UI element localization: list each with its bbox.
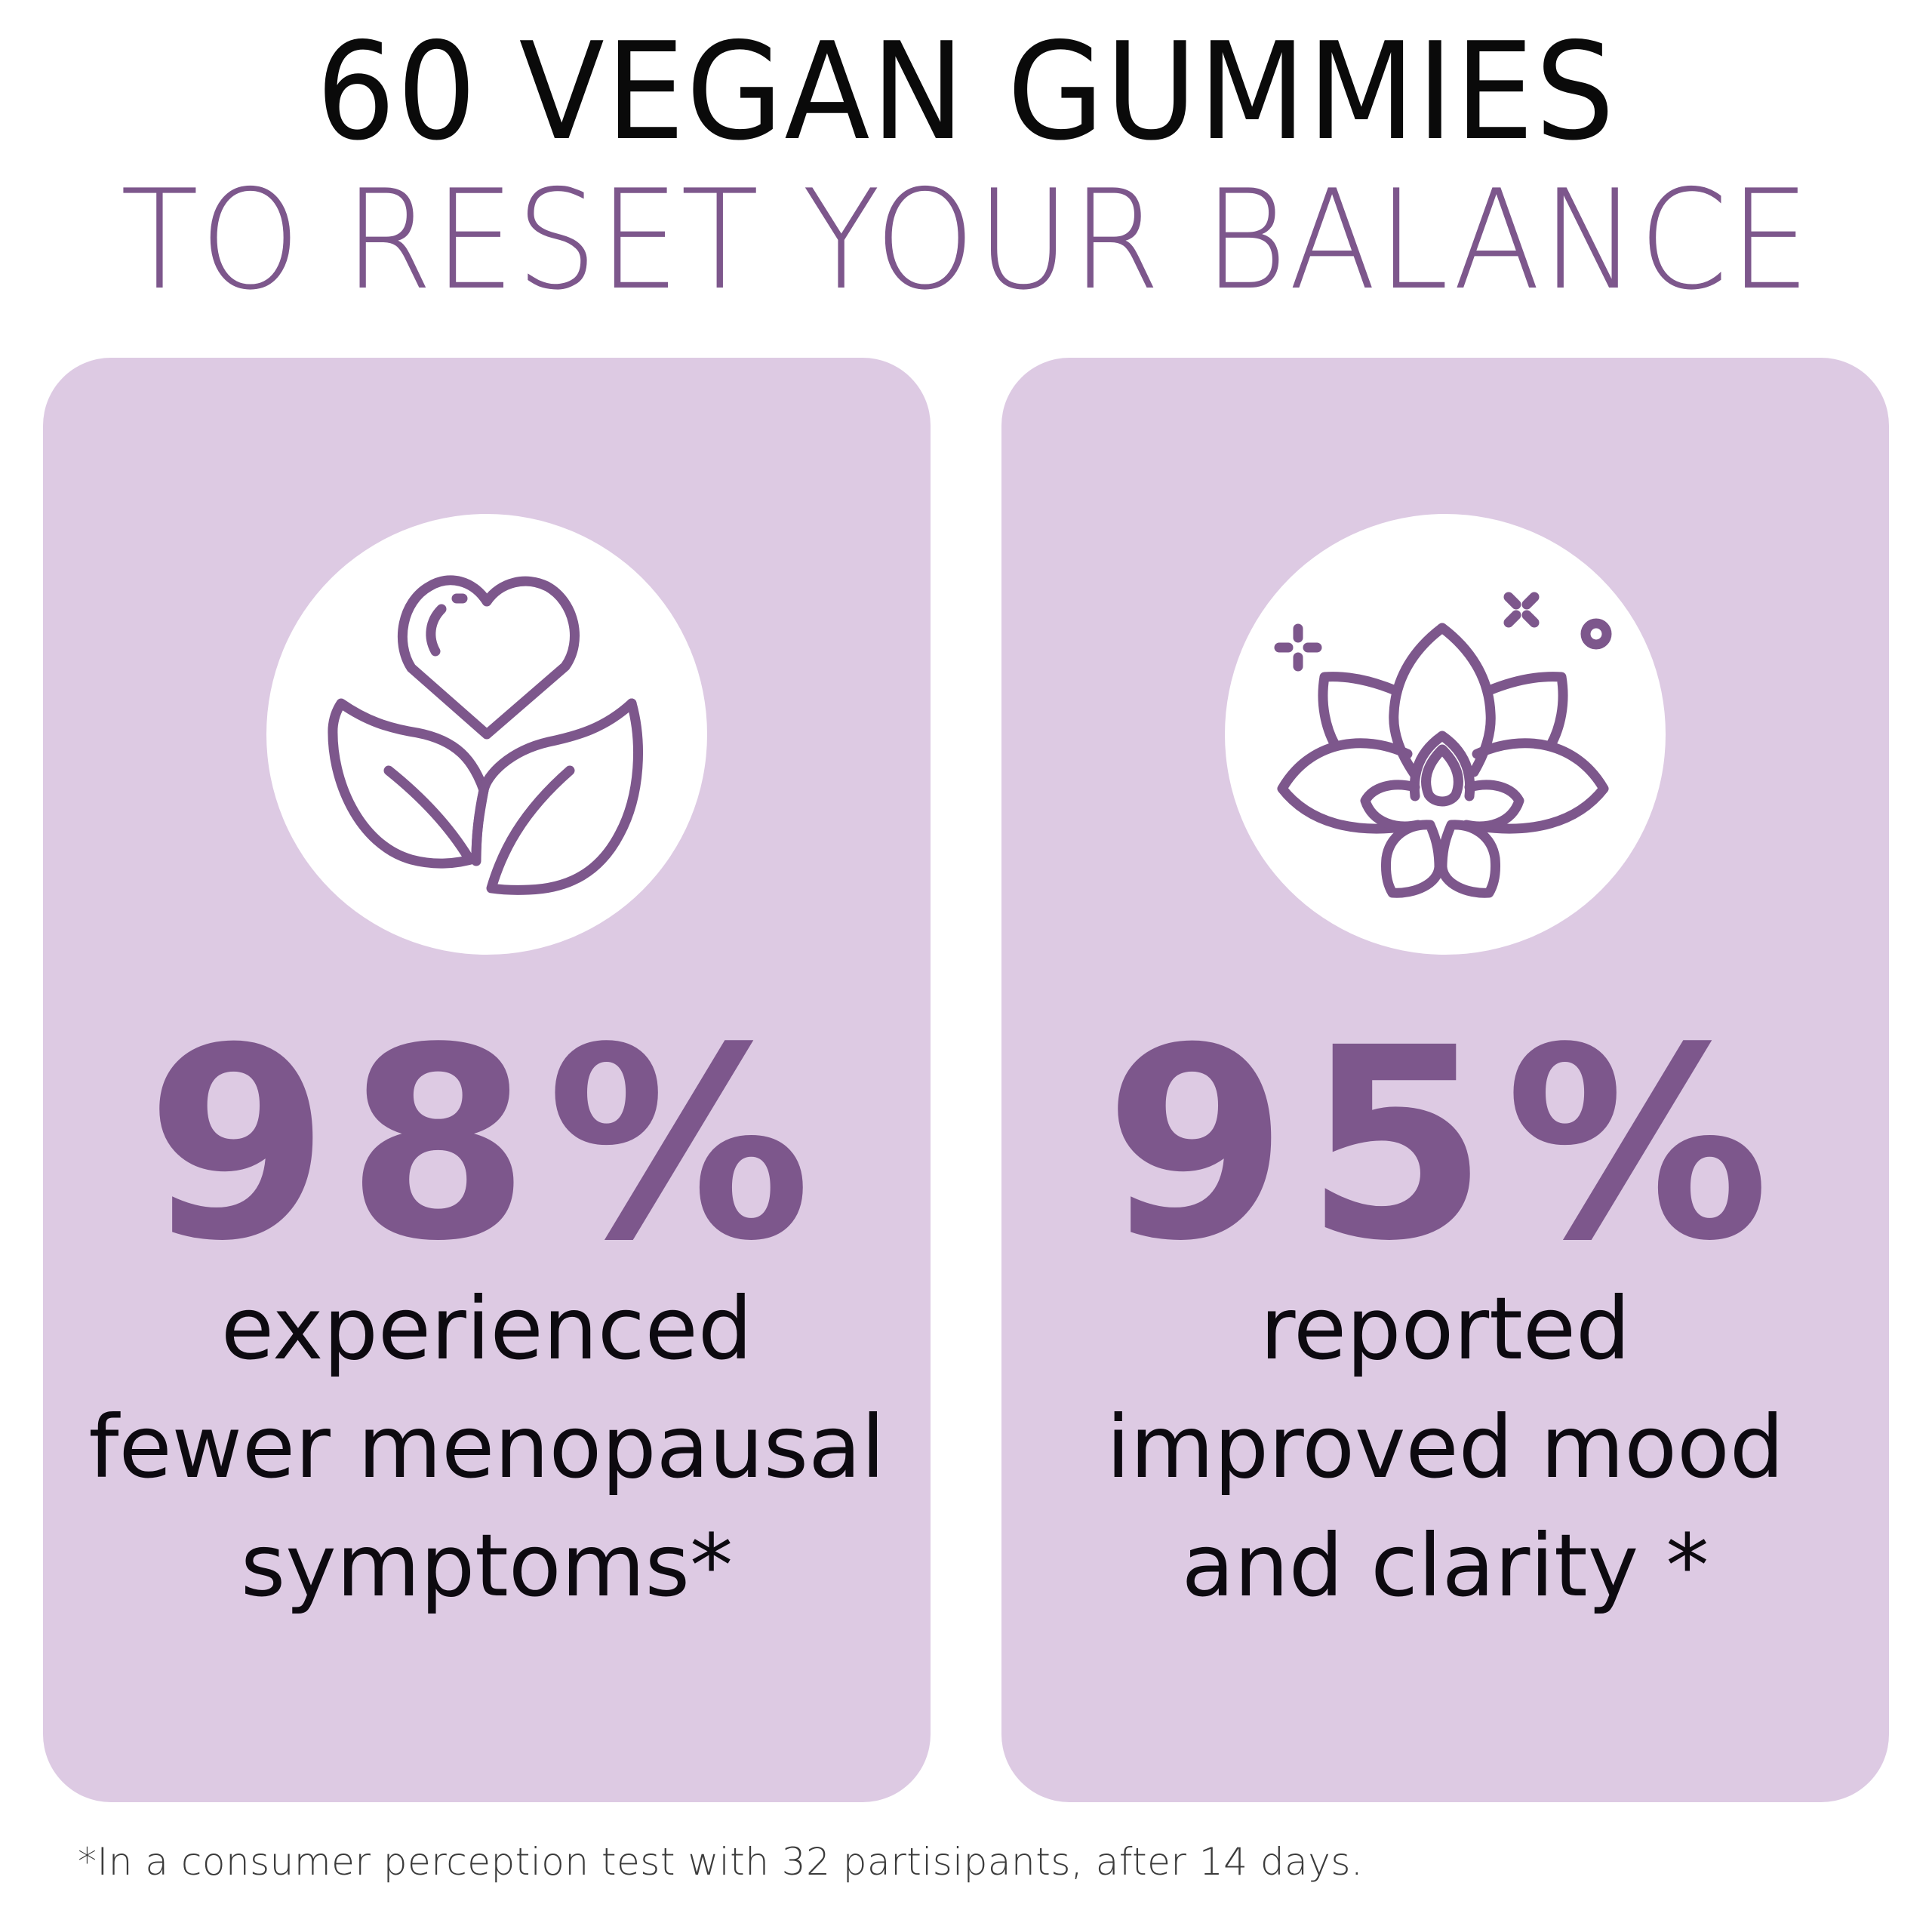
- stat-card-symptoms: 98% experienced fewer menopausal symptom…: [43, 358, 931, 1802]
- stat-value: 95%: [1104, 991, 1786, 1299]
- sparkle-x-icon: [1503, 592, 1540, 628]
- headline-line-2: TO RESET YOUR BALANCE: [120, 160, 1812, 320]
- stat-description-line: reported: [1260, 1278, 1631, 1379]
- footnote: *In a consumer perception test with 32 p…: [78, 1840, 1364, 1884]
- stat-value: 98%: [146, 991, 828, 1299]
- stat-description-line: symptoms*: [240, 1515, 734, 1616]
- stat-description-line: and clarity *: [1181, 1515, 1709, 1616]
- stat-description-line: experienced: [220, 1278, 753, 1379]
- lotus-flower-icon: [1274, 592, 1612, 898]
- icon-circle: [266, 514, 707, 955]
- stat-card-mood: 95% reported improved mood and clarity *: [1001, 358, 1889, 1802]
- stat-description: experienced fewer menopausal symptoms*: [43, 1269, 931, 1625]
- headline-line-1: 60 VEGAN GUMMIES: [315, 14, 1617, 170]
- heart-plant-icon: [328, 575, 643, 895]
- stat-description: reported improved mood and clarity *: [1001, 1269, 1889, 1625]
- stat-description-line: improved mood: [1106, 1397, 1785, 1497]
- icon-circle: [1225, 514, 1666, 955]
- sparkle-plus-icon: [1274, 623, 1322, 672]
- stat-description-line: fewer menopausal: [88, 1397, 885, 1497]
